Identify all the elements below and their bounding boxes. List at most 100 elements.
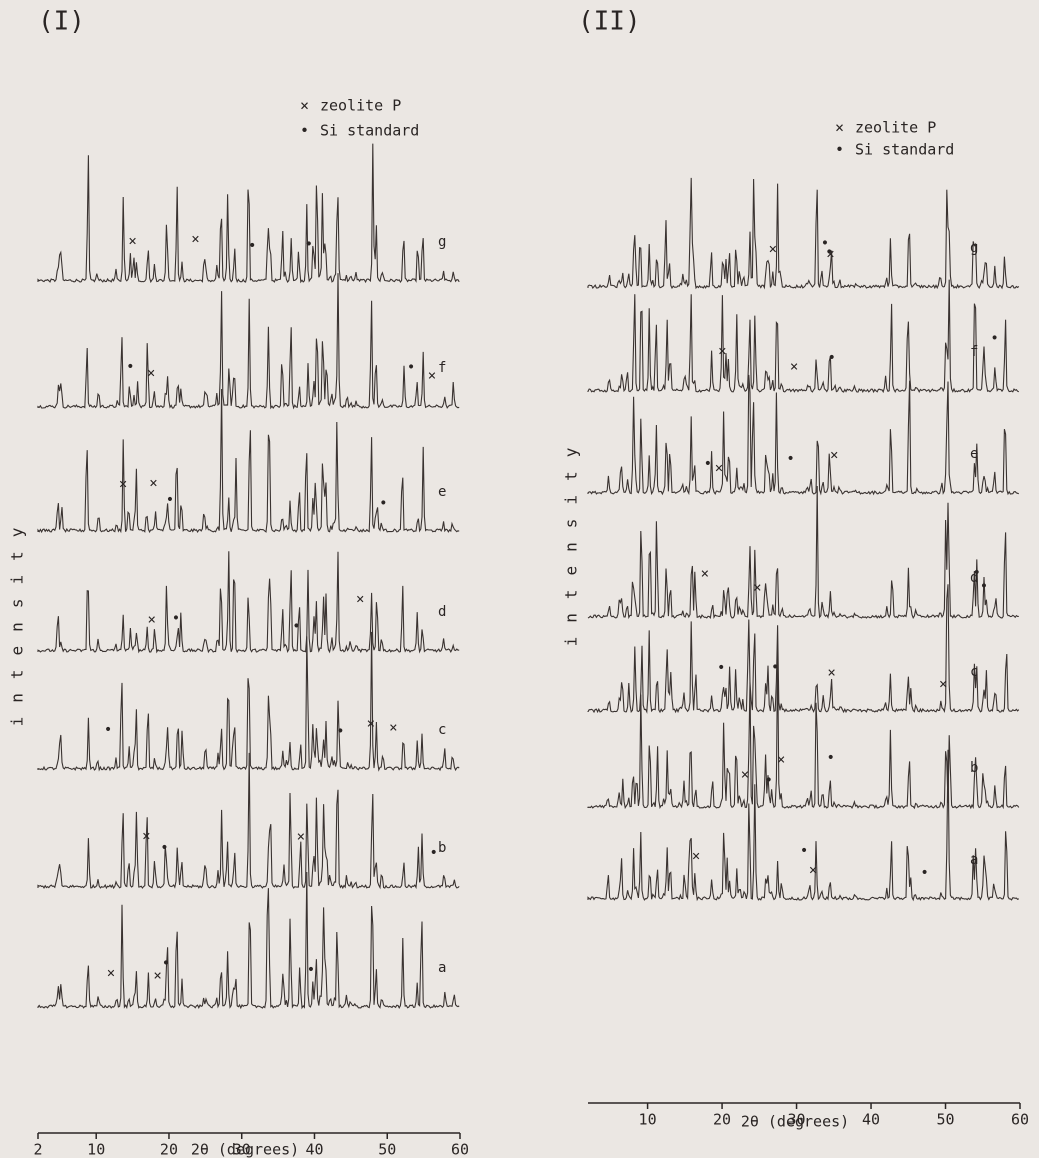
- peak-marker: •: [307, 962, 315, 978]
- trace-label: b: [438, 840, 446, 856]
- x-tick-label: 20: [160, 1141, 178, 1158]
- peak-marker: •: [166, 492, 174, 508]
- trace-label: f: [438, 360, 446, 376]
- peak-marker: ×: [107, 966, 115, 982]
- xrd-trace: [588, 178, 1019, 288]
- peak-marker: ×: [191, 232, 199, 248]
- peak-marker: ×: [692, 848, 700, 864]
- peak-marker: ×: [809, 863, 817, 879]
- x-tick-label: 2: [33, 1141, 42, 1158]
- xrd-trace: [38, 144, 459, 282]
- peak-marker: •: [990, 330, 998, 346]
- legend-symbol: ×: [300, 97, 309, 115]
- panel-label: (I): [38, 7, 85, 37]
- x-tick-label: 40: [862, 1111, 880, 1129]
- xrd-trace: [588, 280, 1019, 392]
- xrd-trace: [38, 273, 459, 408]
- peak-marker: ×: [147, 612, 155, 628]
- xrd-trace: [38, 551, 459, 652]
- peak-marker: ×: [777, 752, 785, 768]
- y-axis-label: intensity: [8, 514, 27, 727]
- x-tick-label: 10: [639, 1111, 657, 1129]
- xrd-trace: [38, 632, 459, 770]
- peak-marker: ×: [153, 968, 161, 984]
- peak-marker: •: [920, 865, 928, 881]
- legend-symbol: ×: [835, 119, 844, 137]
- trace-label: a: [970, 852, 978, 868]
- trace-label: e: [438, 484, 446, 500]
- peak-marker: •: [786, 451, 794, 467]
- x-axis-label: 2θ (degrees): [191, 1141, 299, 1158]
- trace-label: c: [970, 664, 978, 680]
- xrd-trace: [38, 389, 459, 532]
- x-tick-label: 50: [378, 1141, 396, 1158]
- x-tick-label: 60: [451, 1141, 469, 1158]
- xrd-trace: [38, 753, 459, 888]
- peak-marker: •: [704, 456, 712, 472]
- legend-symbol: •: [835, 141, 844, 159]
- peak-marker: •: [292, 619, 300, 635]
- legend-label: zeolite P: [855, 119, 936, 137]
- peak-marker: ×: [149, 475, 157, 491]
- peak-marker: ×: [297, 829, 305, 845]
- peak-marker: •: [972, 565, 980, 581]
- peak-marker: •: [248, 238, 256, 254]
- peak-marker: •: [379, 496, 387, 512]
- trace-label: b: [970, 760, 978, 776]
- peak-marker: •: [162, 955, 170, 971]
- peak-marker: •: [126, 359, 134, 375]
- peak-marker: •: [429, 845, 437, 861]
- peak-marker: ×: [715, 460, 723, 476]
- xrd-trace: [38, 872, 459, 1008]
- peak-marker: ×: [128, 233, 136, 249]
- xrd-trace: [588, 653, 1019, 808]
- peak-marker: ×: [830, 447, 838, 463]
- peak-marker: ×: [119, 476, 127, 492]
- x-axis-label: 2θ (degrees): [741, 1113, 849, 1131]
- x-tick-label: 10: [87, 1141, 105, 1158]
- trace-label: g: [970, 240, 978, 256]
- peak-marker: •: [764, 772, 772, 788]
- y-axis-label: intensity: [562, 434, 581, 647]
- peak-marker: •: [717, 660, 725, 676]
- peak-marker: •: [980, 579, 988, 595]
- peak-marker: •: [821, 236, 829, 252]
- peak-marker: ×: [741, 767, 749, 783]
- xrd-trace: [588, 584, 1019, 712]
- panel-label: (II): [578, 7, 641, 37]
- figure: (I) (II) 21020304050602θ (degrees)intens…: [0, 0, 1039, 1158]
- peak-marker: ×: [147, 365, 155, 381]
- legend-label: Si standard: [855, 141, 954, 159]
- peak-marker: ×: [827, 665, 835, 681]
- peak-marker: •: [827, 750, 835, 766]
- peak-marker: ×: [753, 580, 761, 596]
- peak-marker: •: [172, 610, 180, 626]
- x-tick-label: 50: [936, 1111, 954, 1129]
- x-tick-label: 40: [305, 1141, 323, 1158]
- peak-marker: •: [828, 350, 836, 366]
- peak-marker: •: [800, 843, 808, 859]
- x-tick-label: 20: [713, 1111, 731, 1129]
- legend-symbol: •: [300, 122, 309, 140]
- peak-marker: ×: [428, 368, 436, 384]
- peak-marker: ×: [142, 829, 150, 845]
- legend-label: Si standard: [320, 122, 419, 140]
- trace-label: f: [970, 344, 978, 360]
- peak-marker: •: [336, 724, 344, 740]
- peak-marker: •: [305, 236, 313, 252]
- peak-marker: ×: [939, 676, 947, 692]
- xrd-trace: [588, 750, 1019, 900]
- trace-label: g: [438, 234, 446, 250]
- x-tick-label: 60: [1011, 1111, 1029, 1129]
- peak-marker: ×: [367, 716, 375, 732]
- peak-marker: ×: [389, 720, 397, 736]
- peak-marker: •: [104, 722, 112, 738]
- peak-marker: ×: [790, 359, 798, 375]
- xrd-trace: [588, 375, 1019, 494]
- peak-marker: •: [160, 840, 168, 856]
- peak-marker: ×: [769, 242, 777, 258]
- xrd-trace: [588, 486, 1019, 618]
- peak-marker: •: [407, 359, 415, 375]
- legend-label: zeolite P: [320, 97, 401, 115]
- peak-marker: ×: [356, 592, 364, 608]
